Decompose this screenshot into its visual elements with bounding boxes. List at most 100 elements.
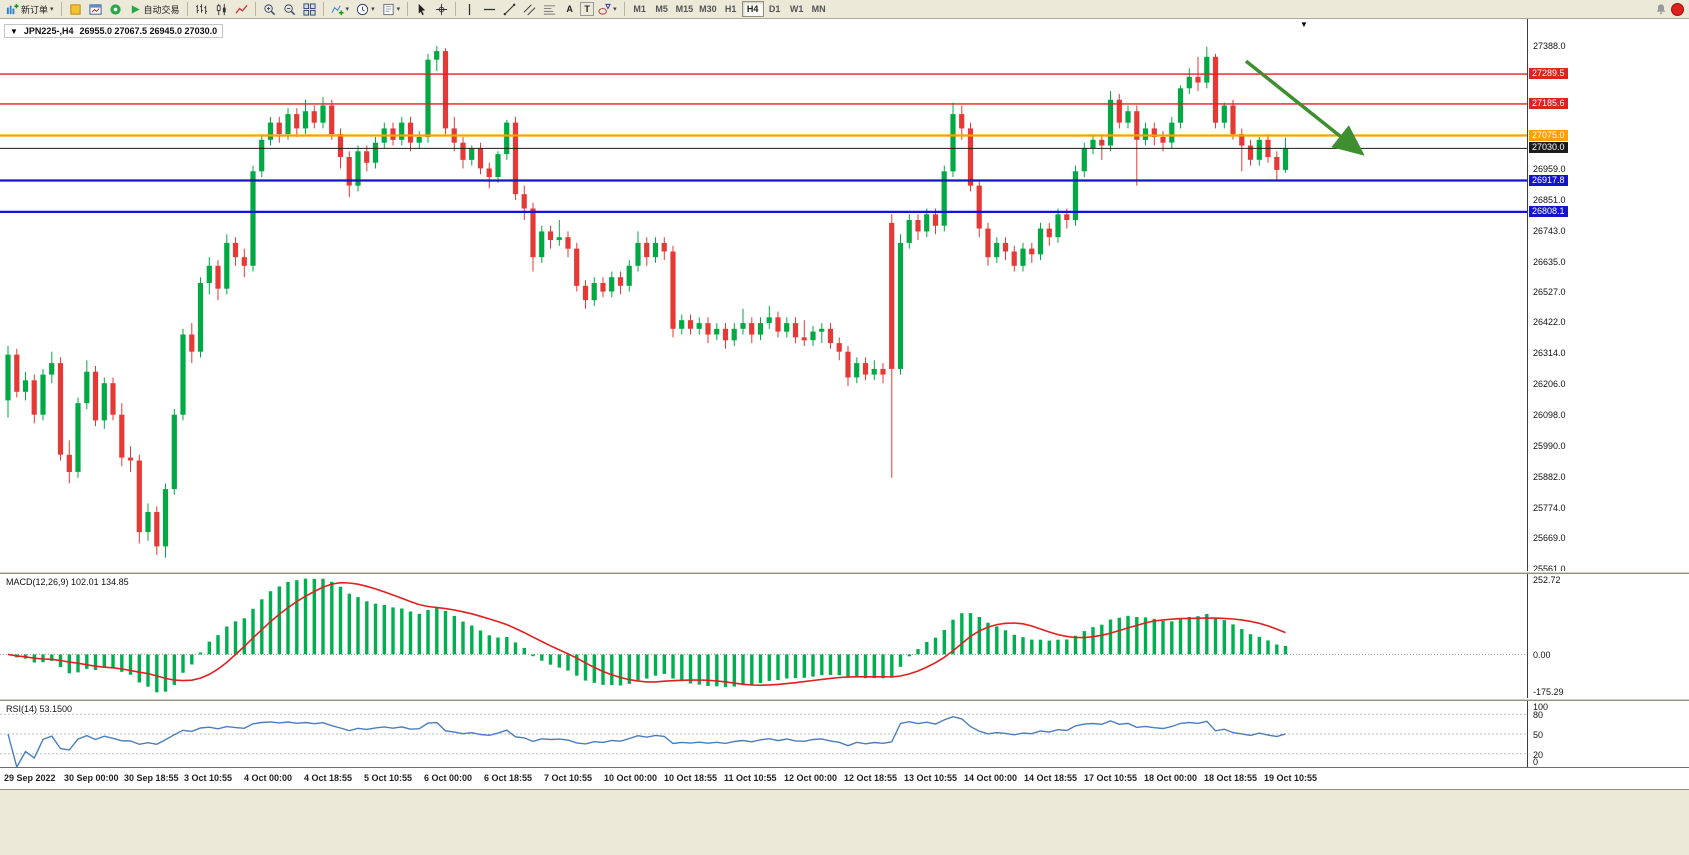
rsi-pane[interactable] (0, 701, 1527, 767)
time-label: 12 Oct 00:00 (784, 773, 838, 783)
tile-windows-button[interactable] (300, 1, 319, 18)
time-label: 13 Oct 10:55 (904, 773, 958, 783)
bar-chart-button[interactable] (192, 1, 211, 18)
trend-arrow[interactable] (1244, 59, 1365, 156)
horizontal-line-button[interactable] (480, 1, 499, 18)
time-label: 18 Oct 18:55 (1204, 773, 1258, 783)
templates-button[interactable]: ▾ (379, 1, 404, 18)
trendline-icon (503, 3, 516, 15)
metaeditor-button[interactable] (66, 1, 85, 18)
fibonacci-button[interactable] (540, 1, 559, 18)
price-tick: 26743.0 (1533, 226, 1566, 236)
alert-bell-icon[interactable] (1655, 3, 1667, 15)
shapes-button[interactable]: ▾ (595, 1, 620, 18)
autotrade-button[interactable]: 自动交易 (126, 1, 183, 18)
timeframe-button-w1[interactable]: W1 (786, 1, 808, 17)
macd-pane[interactable] (0, 574, 1527, 698)
zoom-in-button[interactable] (260, 1, 279, 18)
chart-shift-marker[interactable]: ▼ (1300, 20, 1308, 29)
new-chart-button[interactable] (86, 1, 105, 18)
main-toolbar: 新订单 ▾ 自动交易 (0, 0, 1689, 19)
price-tick: 25561.0 (1533, 564, 1566, 574)
price-chart-pane[interactable] (0, 19, 1527, 571)
macd-scale-label: 252.72 (1533, 575, 1561, 585)
community-button[interactable] (106, 1, 125, 18)
macd-values: 102.01 134.85 (71, 577, 129, 587)
zoom-out-icon (283, 3, 295, 15)
price-tick: 27388.0 (1533, 41, 1566, 51)
price-tick: 26959.0 (1533, 164, 1566, 174)
cursor-button[interactable] (412, 1, 431, 18)
time-axis[interactable]: 29 Sep 2022 30 Sep 00:00 30 Sep 18:55 3 Oct… (0, 767, 1689, 789)
timeframe-button-d1[interactable]: D1 (764, 1, 786, 17)
autotrade-icon (131, 4, 140, 14)
time-label: 11 Oct 10:55 (724, 773, 777, 783)
rsi-scale-label: 80 (1533, 710, 1544, 720)
label-tool-button[interactable]: T (580, 2, 595, 16)
timeframe-button-m15[interactable]: M15 (673, 1, 697, 17)
shapes-icon (598, 3, 611, 15)
candles-layer (5, 45, 1289, 558)
channel-icon (523, 4, 536, 15)
panel-separator[interactable] (0, 698, 1689, 701)
toolbar-separator (60, 2, 62, 16)
price-axis[interactable]: 27388.0 26959.0 26851.0 26743.0 26635.0 26527… (1527, 19, 1689, 767)
one-click-trading-icon[interactable]: ▼ (10, 26, 18, 36)
candlestick-icon (216, 3, 226, 15)
caret-down-icon: ▾ (613, 5, 617, 13)
rsi-scale-label: 0 (1533, 757, 1539, 767)
time-label: 6 Oct 18:55 (484, 773, 533, 783)
community-icon (109, 3, 121, 15)
notification-badge[interactable] (1671, 2, 1684, 16)
periods-button[interactable]: ▾ (353, 1, 378, 18)
candlestick-button[interactable] (212, 1, 231, 18)
time-label: 4 Oct 18:55 (304, 773, 353, 783)
macd-signal-line (7, 581, 1286, 687)
new-order-icon (6, 3, 19, 14)
macd-name: MACD(12,26,9) (6, 577, 69, 587)
crosshair-button[interactable] (432, 1, 451, 18)
line-chart-button[interactable] (232, 1, 251, 18)
timeframe-button-m5[interactable]: M5 (651, 1, 673, 17)
clock-icon (356, 3, 369, 15)
price-tick: 25669.0 (1533, 533, 1566, 543)
bar-chart-icon (195, 3, 207, 14)
rsi-scale-label: 100 (1533, 702, 1549, 712)
time-label: 14 Oct 18:55 (1024, 773, 1078, 783)
fibonacci-icon (544, 4, 556, 15)
level-price-box: 26808.1 (1529, 206, 1568, 217)
timeframe-button-m30[interactable]: M30 (696, 1, 720, 17)
text-tool-button[interactable]: A (560, 1, 579, 18)
time-label: 14 Oct 00:00 (964, 773, 1018, 783)
time-label: 3 Oct 10:55 (184, 773, 233, 783)
rsi-line (7, 715, 1286, 767)
level-price-box: 26917.8 (1529, 175, 1568, 186)
zoom-out-button[interactable] (280, 1, 299, 18)
toolbar-separator (407, 2, 409, 16)
toolbar-separator (186, 2, 188, 16)
timeframe-button-h4[interactable]: H4 (741, 1, 764, 17)
vertical-line-button[interactable] (460, 1, 479, 18)
rsi-scale-label: 50 (1533, 730, 1544, 740)
price-tick: 26314.0 (1533, 348, 1566, 358)
price-tick: 26851.0 (1533, 195, 1566, 205)
channel-button[interactable] (520, 1, 539, 18)
toolbar-separator (322, 2, 324, 16)
indicators-button[interactable]: ▾ (328, 1, 353, 18)
text-tool-label: A (566, 4, 573, 14)
caret-down-icon: ▾ (345, 5, 350, 13)
level-price-box: 27030.0 (1529, 142, 1568, 153)
toolbar-right (1655, 2, 1686, 16)
macd-histogram (15, 578, 1288, 693)
timeframe-button-m1[interactable]: M1 (629, 1, 651, 17)
vertical-line-icon (468, 3, 471, 15)
caret-down-icon: ▾ (50, 5, 54, 13)
price-tick: 25774.0 (1533, 503, 1566, 513)
timeframe-button-h1[interactable]: H1 (720, 1, 742, 17)
label-tool-label: T (584, 4, 590, 14)
panel-separator[interactable] (0, 571, 1689, 574)
timeframe-button-mn[interactable]: MN (808, 1, 830, 17)
new-order-button[interactable]: 新订单 ▾ (3, 1, 57, 18)
trendline-button[interactable] (500, 1, 519, 18)
time-label: 6 Oct 00:00 (424, 773, 473, 783)
